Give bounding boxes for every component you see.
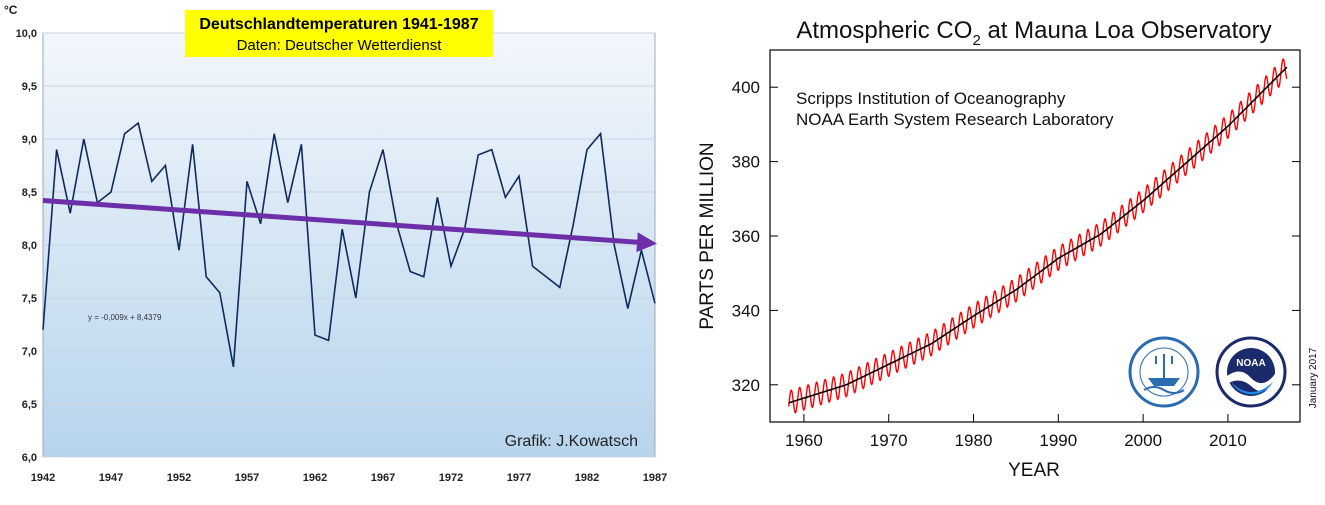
x-tick-label: 1962 (303, 472, 327, 484)
co2-svg: Atmospheric CO2 at Mauna Loa Observatory… (697, 17, 1319, 481)
co2-plot-frame (769, 49, 1301, 423)
co2-chart: Atmospheric CO2 at Mauna Loa Observatory… (676, 0, 1325, 500)
trend-equation: y = -0,009x + 8,4379 (88, 313, 162, 322)
x-tick-label: 2000 (1124, 431, 1162, 450)
co2-y-axis-label: PARTS PER MILLION (697, 142, 718, 329)
y-tick-label: 400 (732, 78, 760, 97)
x-tick-label: 1990 (1039, 431, 1077, 450)
x-tick-label: 1982 (575, 472, 599, 484)
german-temperature-svg: 10,0 9,5 9,0 8,5 8,0 7,5 7,0 6,5 6,0 1942 1947 195… (4, 3, 667, 484)
y-tick-label: 6,5 (22, 399, 37, 411)
y-tick-label: 10,0 (16, 28, 37, 40)
co2-chart-title: Atmospheric CO2 at Mauna Loa Observatory (796, 17, 1271, 49)
y-tick-label: 8,0 (22, 240, 37, 252)
x-tick-label: 2010 (1209, 431, 1247, 450)
chart-title: Deutschlandtemperaturen 1941-1987 (199, 16, 478, 33)
x-tick-label: 1947 (99, 472, 123, 484)
german-temperature-chart: 10,0 9,5 9,0 8,5 8,0 7,5 7,0 6,5 6,0 1942 1947 195… (0, 0, 668, 500)
x-tick-label: 1987 (643, 472, 667, 484)
chart-subtitle: Daten: Deutscher Wetterdienst (237, 37, 443, 54)
y-tick-label: 320 (732, 376, 760, 395)
date-note: January 2017 (1308, 347, 1319, 408)
x-tick-label: 1960 (785, 431, 823, 450)
co2-trend-series (788, 66, 1288, 404)
x-tick-label: 1967 (371, 472, 395, 484)
y-tick-label: 340 (732, 301, 760, 320)
x-tick-label: 1957 (235, 472, 259, 484)
y-tick-label: 7,5 (22, 293, 37, 305)
y-tick-label: 360 (732, 227, 760, 246)
co2-monthly-series (788, 58, 1288, 414)
annotation-line-1: Scripps Institution of Oceanography (796, 89, 1066, 108)
scripps-logo (1128, 336, 1200, 408)
x-tick-label: 1942 (31, 472, 55, 484)
title-box (185, 10, 493, 57)
annotation-line-2: NOAA Earth System Research Laboratory (796, 110, 1114, 129)
credit-label: Grafik: J.Kowatsch (505, 433, 638, 450)
y-tick-label: 6,0 (22, 452, 37, 464)
x-tick-label: 1977 (507, 472, 531, 484)
y-tick-label: 7,0 (22, 346, 37, 358)
noaa-logo-text: NOAA (1236, 358, 1265, 369)
noaa-logo: NOAA (1215, 336, 1287, 408)
x-tick-label: 1970 (870, 431, 908, 450)
x-tick-label: 1952 (167, 472, 191, 484)
y-tick-label: 380 (732, 153, 760, 172)
co2-x-axis-label: YEAR (1008, 460, 1060, 481)
y-tick-label: 9,0 (22, 134, 37, 146)
x-tick-label: 1972 (439, 472, 463, 484)
x-tick-label: 1980 (955, 431, 993, 450)
y-tick-label: 8,5 (22, 187, 37, 199)
temperature-series-line (42, 121, 656, 368)
y-unit-label: °C (4, 3, 18, 17)
trend-arrow (42, 197, 657, 253)
y-tick-label: 9,5 (22, 81, 37, 93)
